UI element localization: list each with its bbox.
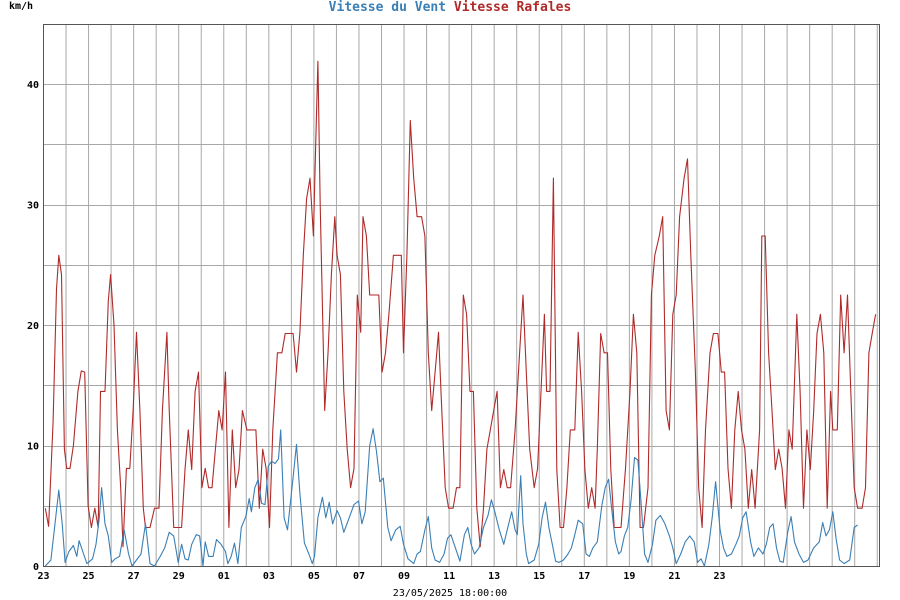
x-tick-label: 01 xyxy=(218,571,230,582)
y-tick-label: 40 xyxy=(27,80,39,91)
y-tick-label: 10 xyxy=(27,442,39,453)
legend-wind: Vitesse du Vent xyxy=(328,0,447,15)
x-tick-label: 11 xyxy=(443,571,455,582)
x-tick-label: 27 xyxy=(128,571,140,582)
y-tick-label: 20 xyxy=(27,321,39,332)
legend-gust: Vitesse Rafales xyxy=(453,0,572,15)
chart-tick-labels: 23 25 27 29 01 03 05 07 09 11 13 15 17 19 21 2301020304… xyxy=(27,80,726,582)
x-tick-label: 23 xyxy=(37,571,49,582)
y-tick-label: 30 xyxy=(27,201,39,212)
chart-grid xyxy=(43,24,879,567)
footer-timestamp: 23/05/2025 18:00:00 xyxy=(392,588,508,599)
chart-legend: Vitesse du Vent Vitesse Rafales xyxy=(0,0,900,16)
x-tick-label: 25 xyxy=(83,571,95,582)
y-tick-label: 0 xyxy=(33,562,39,573)
x-tick-label: 19 xyxy=(623,571,635,582)
chart-series xyxy=(44,60,877,567)
x-tick-label: 07 xyxy=(353,571,365,582)
x-tick-label: 09 xyxy=(398,571,410,582)
x-tick-label: 03 xyxy=(263,571,275,582)
x-tick-label: 13 xyxy=(488,571,500,582)
x-tick-label: 29 xyxy=(173,571,185,582)
x-tick-label: 21 xyxy=(668,571,680,582)
x-tick-label: 05 xyxy=(308,571,320,582)
series-line-gust xyxy=(44,60,877,548)
x-tick-label: 17 xyxy=(578,571,590,582)
x-tick-label: 15 xyxy=(533,571,545,582)
chart-axes xyxy=(43,24,880,567)
y-axis-unit: km/h xyxy=(9,1,34,12)
plot-frame xyxy=(43,24,880,567)
series-line-wind xyxy=(44,428,858,567)
x-tick-label: 23 xyxy=(713,571,725,582)
